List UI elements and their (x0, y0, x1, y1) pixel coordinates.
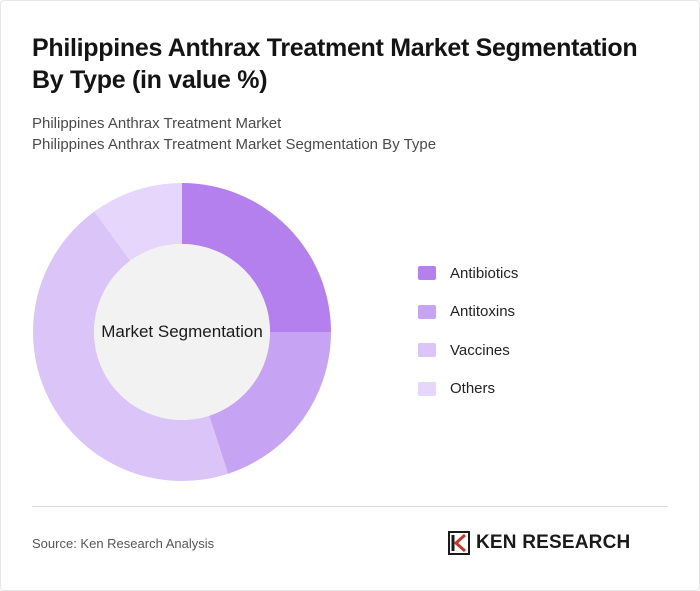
legend-item-others: Others (418, 379, 518, 399)
subtitle-line-2: Philippines Anthrax Treatment Market Seg… (32, 136, 437, 153)
donut-slice-vaccines (32, 211, 229, 481)
legend-label: Antitoxins (450, 303, 516, 320)
donut-slice-antibiotics (182, 183, 331, 332)
donut-chart: Market Segmentation (32, 182, 332, 482)
donut-slice-antitoxins (209, 332, 331, 474)
legend-item-antitoxins: Antitoxins (418, 302, 518, 322)
ken-research-logo: KEN RESEARCH (448, 530, 630, 556)
donut-center-label: Market Segmentation (101, 322, 263, 341)
legend-label: Antibiotics (450, 264, 519, 282)
legend-label: Vaccines (450, 341, 510, 359)
ken-logo-icon (448, 531, 470, 555)
legend-label: Others (450, 380, 496, 397)
legend-item-vaccines: Vaccines (418, 340, 518, 360)
donut-slice-others (94, 183, 182, 261)
chart-legend: Antibiotics Antitoxins Vaccines Others (418, 263, 518, 417)
subtitle-line-1: Philippines Anthrax Treatment Market (32, 115, 282, 132)
legend-swatch (418, 343, 436, 357)
legend-swatch (418, 381, 436, 396)
footer-divider (32, 506, 668, 507)
donut-svg (32, 183, 331, 481)
donut-hole (94, 244, 270, 420)
legend-item-antibiotics: Antibiotics (418, 263, 518, 283)
brand-name: KEN RESEARCH (476, 532, 631, 553)
legend-swatch (418, 266, 436, 280)
chart-subtitle: Philippines Anthrax Treatment Market Phi… (32, 113, 672, 155)
chart-title: Philippines Anthrax Treatment Market Seg… (32, 34, 638, 94)
source-note: Source: Ken Research Analysis (32, 536, 215, 551)
legend-swatch (418, 304, 436, 319)
